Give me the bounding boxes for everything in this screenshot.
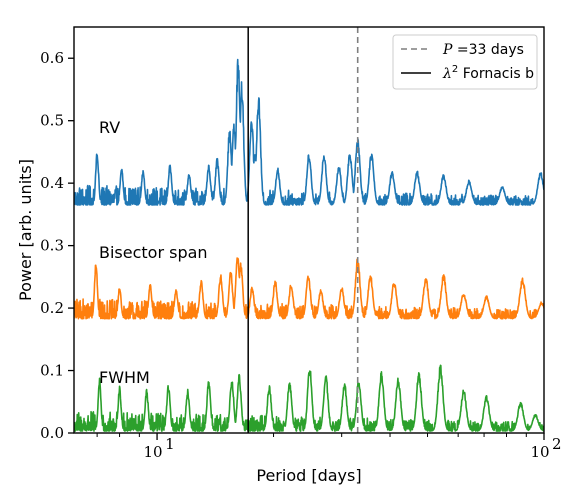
y-axis-label: Power [arb. units] xyxy=(16,159,35,301)
series-labels: RV Bisector span FWHM xyxy=(99,118,208,387)
series-group xyxy=(74,58,544,432)
x-axis-label: Period [days] xyxy=(256,466,361,485)
y-tick-label: 0.4 xyxy=(40,174,64,192)
vertical-lines xyxy=(247,27,359,433)
y-tick-label: 0.1 xyxy=(40,362,64,380)
x-tick-label: 10 xyxy=(530,443,549,461)
legend-entry-period: P =33 days xyxy=(442,42,524,58)
series-label-1: Bisector span xyxy=(99,243,208,262)
series-line-0 xyxy=(74,58,544,206)
x-tick-exponent: 1 xyxy=(165,435,175,453)
y-tick-label: 0.2 xyxy=(40,299,64,317)
legend-entry-planet: λ2 Fornacis b xyxy=(442,64,534,82)
axes-border xyxy=(73,26,545,434)
legend-entry-planet-text: Fornacis b xyxy=(458,66,534,82)
series-label-0: RV xyxy=(99,118,120,137)
legend-entry-period-symbol: P xyxy=(442,42,453,58)
y-tick-label: 0.6 xyxy=(40,49,64,67)
y-tick-label: 0.0 xyxy=(40,424,64,442)
x-tick-exponent: 2 xyxy=(552,435,562,453)
y-axis-ticks: 0.0 0.1 0.2 0.3 0.4 0.5 0.6 xyxy=(40,49,74,442)
legend-entry-planet-sup: 2 xyxy=(452,64,458,75)
x-axis-ticks: 10 1 10 2 xyxy=(96,433,562,461)
legend-entry-planet-symbol: λ xyxy=(442,66,452,82)
legend-box xyxy=(392,34,538,90)
axes-frame xyxy=(73,26,545,434)
legend-entry-period-text: =33 days xyxy=(452,42,524,58)
y-tick-label: 0.5 xyxy=(40,112,64,130)
series-label-2: FWHM xyxy=(99,368,150,387)
series-line-1 xyxy=(74,257,544,320)
series-line-2 xyxy=(74,364,544,432)
x-tick-label: 10 xyxy=(144,443,163,461)
legend: P =33 days λ2 Fornacis b xyxy=(392,34,538,90)
y-tick-label: 0.3 xyxy=(40,237,64,255)
